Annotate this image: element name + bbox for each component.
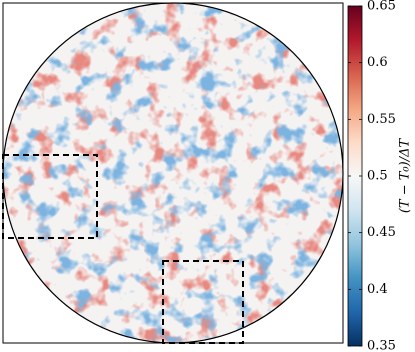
- colorbar-tick-label: 0.4: [367, 282, 388, 297]
- colorbar-tick-label: 0.5: [367, 169, 388, 184]
- zoom-box: [2, 154, 98, 239]
- colorbar-tick-label: 0.35: [367, 339, 396, 352]
- zoom-box: [162, 260, 244, 344]
- colorbar-tick-label: 0.45: [367, 225, 396, 240]
- colorbar-tick-label: 0.6: [367, 55, 388, 70]
- colorbar-tick-label: 0.65: [367, 0, 396, 14]
- colorbar-tick-label: 0.55: [367, 112, 396, 127]
- colorbar-label: (T − T₀)/ΔT: [398, 138, 413, 214]
- temperature-field: [3, 3, 343, 343]
